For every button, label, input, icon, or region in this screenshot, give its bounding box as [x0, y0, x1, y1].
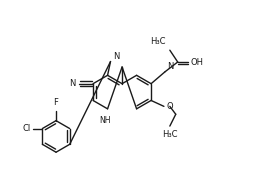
Text: O: O	[166, 102, 173, 111]
Text: H₃C: H₃C	[150, 37, 165, 46]
Text: N: N	[166, 62, 172, 71]
Text: N: N	[113, 51, 119, 60]
Text: H₃C: H₃C	[162, 130, 177, 139]
Text: OH: OH	[190, 58, 203, 66]
Text: N: N	[69, 79, 75, 88]
Text: F: F	[53, 98, 58, 107]
Text: NH: NH	[99, 116, 110, 125]
Text: Cl: Cl	[22, 124, 30, 133]
